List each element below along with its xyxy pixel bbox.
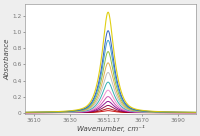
X-axis label: Wavenumber, cm⁻¹: Wavenumber, cm⁻¹ [77,125,144,132]
Y-axis label: Absorbance: Absorbance [4,38,10,80]
